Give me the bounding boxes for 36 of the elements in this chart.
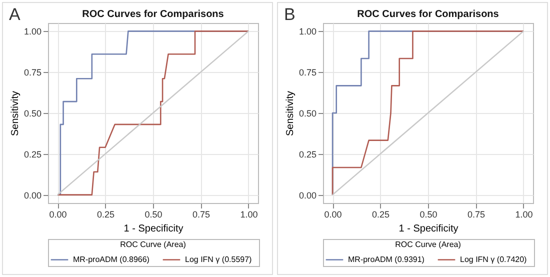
- x-axis-title: 1 - Specificity: [124, 224, 184, 234]
- x-axis-title: 1 - Specificity: [398, 224, 458, 234]
- y-tick-label: 0.25: [298, 149, 316, 160]
- x-tick-label: 0.50: [420, 210, 438, 220]
- y-tick-label: 1.00: [298, 26, 316, 37]
- y-axis-title: Sensitivity: [284, 90, 296, 136]
- x-tick-label: 0.00: [49, 210, 67, 220]
- y-tick-label: 0.75: [24, 68, 42, 78]
- legend-label: MR-proADM (0.8966): [73, 254, 150, 264]
- x-tick-label: 0.50: [144, 210, 162, 220]
- y-tick-label: 0.00: [24, 190, 42, 200]
- chart-title: ROC Curves for Comparisons: [82, 9, 224, 20]
- y-tick-label: 0.75: [298, 68, 316, 78]
- line-series: [56, 30, 250, 196]
- x-tick-label: 0.25: [97, 210, 115, 220]
- legend-label: Log IFN γ (0.7420): [460, 254, 528, 264]
- chart-title: ROC Curves for Comparisons: [357, 9, 500, 20]
- text: A: [9, 5, 20, 25]
- y-tick-label: 0.50: [24, 108, 42, 118]
- legend-title: ROC Curve (Area): [120, 240, 186, 249]
- text: B: [284, 5, 296, 25]
- y-tick-label: 0.25: [24, 149, 42, 160]
- legend-label: MR-proADM (0.9391): [348, 254, 425, 264]
- x-tick-label: 1.00: [515, 210, 533, 220]
- y-tick-label: 0.50: [298, 108, 316, 118]
- x-tick-label: 0.00: [324, 210, 342, 220]
- legend-label: Log IFN γ (0.5597): [185, 254, 252, 264]
- x-tick-label: 0.75: [192, 210, 210, 220]
- y-tick-label: 0.00: [298, 190, 316, 200]
- line-series: [332, 30, 524, 196]
- x-tick-label: 0.25: [372, 210, 390, 220]
- x-tick-label: 0.75: [467, 210, 485, 220]
- y-axis-title: Sensitivity: [10, 90, 21, 136]
- y-tick-label: 1.00: [24, 26, 42, 37]
- legend-title: ROC Curve (Area): [395, 240, 462, 249]
- x-tick-label: 1.00: [240, 210, 258, 220]
